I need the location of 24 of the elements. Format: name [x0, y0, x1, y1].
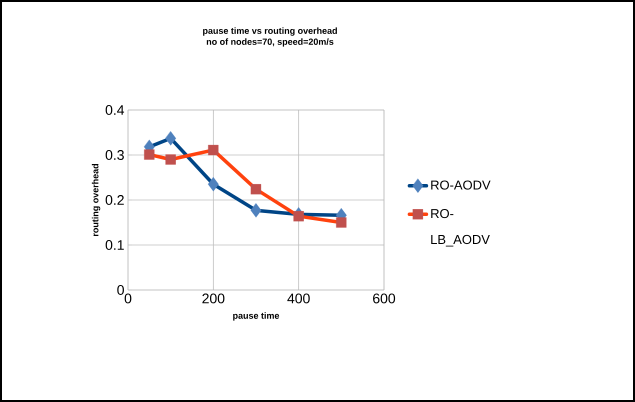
y-tick-label: 0: [117, 285, 124, 295]
y-tick-label: 0.2: [106, 195, 124, 205]
x-tick-label: 0: [124, 294, 132, 304]
chart-subtitle: no of nodes=70, speed=20m/s: [206, 38, 334, 47]
x-tick-label: 200: [202, 294, 224, 304]
x-tick-label: 400: [287, 294, 310, 304]
point: [165, 131, 176, 146]
point: [250, 184, 262, 194]
chart-title: pause time vs routing overhead: [203, 27, 337, 36]
x-tick-label: 600: [373, 294, 396, 304]
point: [166, 154, 176, 165]
y-tick-label: 0.1: [106, 240, 124, 250]
point: [336, 217, 346, 228]
point: [208, 144, 218, 156]
point: [250, 203, 262, 218]
point: [294, 211, 304, 222]
text: RO-LB_AODV: [431, 208, 490, 247]
y-tick-label: 0.3: [106, 150, 124, 160]
y-tick-label: 0.4: [106, 105, 124, 115]
point: [144, 149, 154, 160]
legend-label: RO-AODV: [431, 180, 491, 190]
point: [208, 177, 219, 192]
x-axis-title: pause time: [233, 312, 280, 321]
y-axis-title: routing overhead: [92, 164, 100, 236]
